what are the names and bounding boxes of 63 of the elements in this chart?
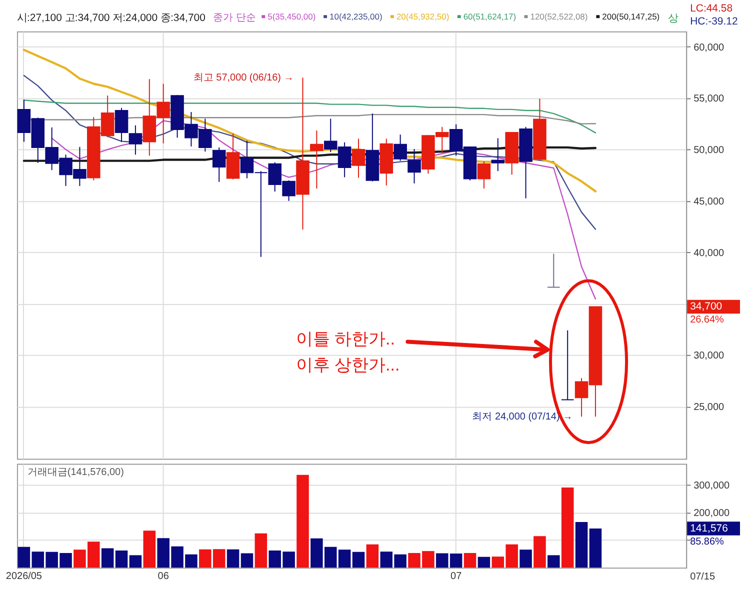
bar — [240, 553, 254, 568]
text: 141,576 — [690, 524, 728, 535]
y-tick-label: 200,000 — [694, 508, 730, 519]
candlestick — [408, 148, 421, 184]
candlestick — [352, 138, 366, 178]
text: HC:-39.12 — [690, 16, 738, 28]
bar — [464, 552, 476, 568]
bar — [226, 549, 240, 568]
y-tick-label: 45,000 — [694, 196, 725, 208]
candlestick — [212, 146, 226, 182]
text: 26.64% — [690, 314, 724, 326]
y-tick-label: 60,000 — [694, 42, 725, 54]
candlestick — [114, 107, 128, 142]
y-tick-label: 40,000 — [694, 248, 725, 259]
bar — [478, 556, 490, 568]
legend-label: 60(51,624,17) — [463, 12, 516, 22]
x-tick-label: 2026/05 — [6, 571, 42, 582]
y-tick-label: 50,000 — [694, 145, 725, 156]
bar — [143, 530, 156, 568]
annotation: 이틀 하한가.. 이후 상한가... — [296, 330, 400, 375]
line-series — [23, 100, 596, 134]
bar — [352, 552, 365, 568]
bar — [296, 474, 309, 568]
candlestick — [547, 253, 560, 288]
bar — [548, 555, 560, 568]
text: LC:44.58 — [690, 3, 733, 14]
candlestick — [128, 124, 142, 156]
chart-title: 시:27,100 고:34,700 저:24,000 종:34,700 — [16, 12, 206, 24]
x-tick-label: 06 — [158, 571, 170, 582]
y-tick-label: 30,000 — [694, 350, 725, 362]
bar — [561, 488, 574, 568]
bar — [589, 528, 602, 568]
bar — [575, 522, 588, 568]
legend-label: 5(35,450,00) — [268, 12, 316, 22]
text: 상 — [668, 13, 678, 24]
legend-label: 120(52,522,08) — [530, 12, 588, 22]
bar — [366, 544, 379, 568]
candlestick — [560, 330, 574, 400]
y-tick-label: 25,000 — [694, 402, 725, 413]
bar — [254, 533, 268, 568]
legend-title: 종가 단순 — [213, 12, 256, 24]
bar — [534, 536, 546, 568]
candlestick — [310, 130, 324, 190]
bar — [101, 548, 114, 568]
bar — [115, 550, 128, 568]
text: 34,700 — [690, 302, 722, 313]
annotation: 최저 24,000 (07/14) → — [472, 412, 573, 423]
annotation: 최고 57,000 (06/16) → — [193, 72, 294, 84]
text: 07/15 — [690, 572, 716, 583]
candlestick — [394, 134, 407, 162]
legend-label: 20(45,932,50) — [396, 12, 450, 22]
candlestick — [477, 160, 491, 190]
chart-title: 거래대금(141,576,00) — [27, 466, 124, 478]
text: 85.86% — [690, 536, 724, 548]
legend-label: 10(42,235,00) — [330, 12, 382, 22]
bar — [520, 550, 532, 568]
bar — [129, 555, 142, 568]
legend-label: 200(50,147,25) — [602, 12, 660, 22]
y-tick-label: 300,000 — [694, 480, 730, 492]
y-tick-label: 55,000 — [694, 94, 725, 105]
x-tick-label: 07 — [450, 571, 462, 582]
bar — [18, 546, 30, 568]
candlestick — [491, 138, 505, 172]
